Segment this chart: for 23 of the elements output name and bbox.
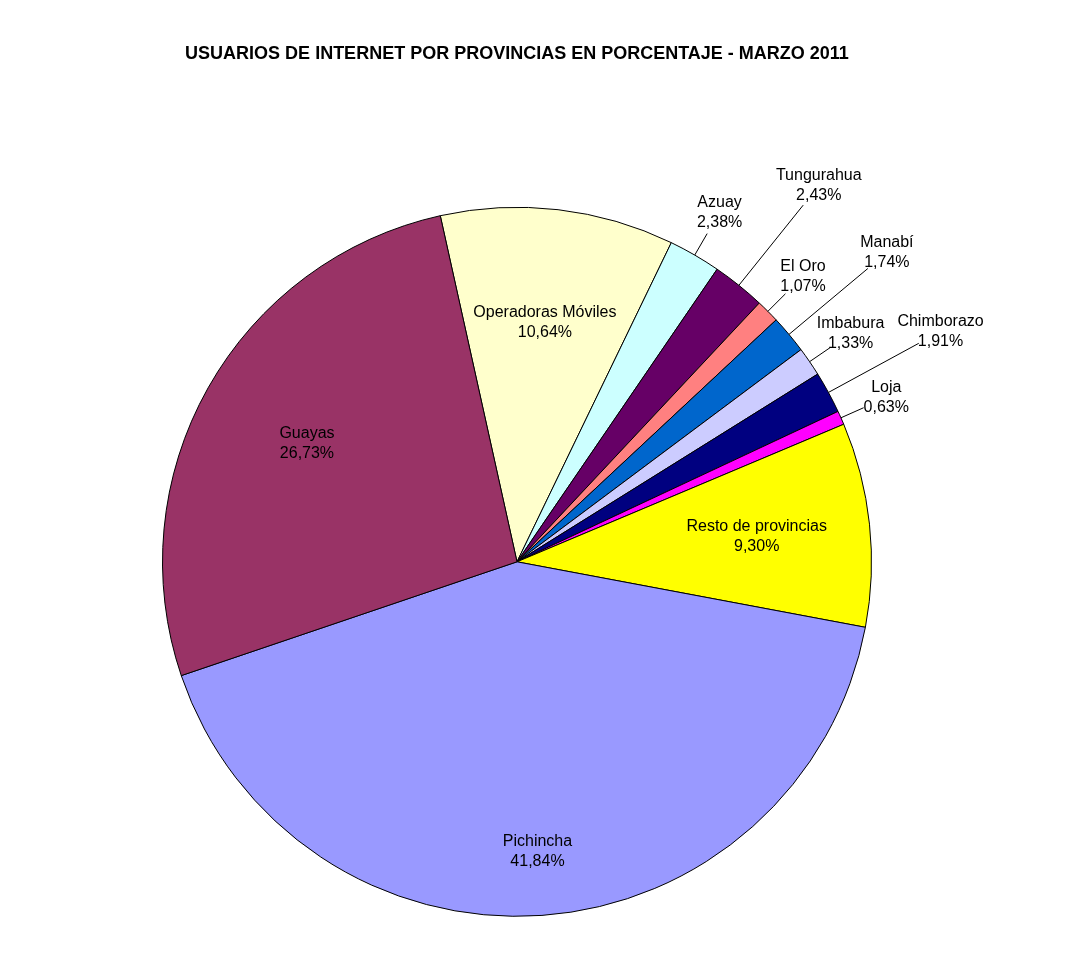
slice-label: El Oro — [780, 256, 826, 274]
slice-label: Resto de provincias — [686, 516, 827, 534]
slice-label: Loja — [871, 378, 902, 396]
slice-label: Imbabura — [816, 314, 885, 332]
chart-title: USUARIOS DE INTERNET POR PROVINCIAS EN PORCENTAJE - MARZO 2011 — [185, 42, 849, 63]
slice-label: Pichincha — [502, 832, 573, 850]
slice-label: Chimborazo — [897, 311, 984, 329]
slice-label: Manabí — [860, 232, 915, 250]
data-label: 2,43% — [796, 186, 842, 204]
data-label: 10,64% — [517, 322, 573, 340]
slice-label: Azuay — [697, 192, 742, 210]
data-label: 0,63% — [863, 398, 909, 416]
data-label: 26,73% — [279, 443, 335, 461]
slice-label: Tungurahua — [775, 166, 862, 184]
slice-label: Guayas — [279, 423, 335, 441]
data-label: 1,33% — [827, 334, 874, 352]
data-label: 9,30% — [734, 536, 780, 554]
data-label: 1,07% — [780, 276, 826, 294]
data-label: 1,91% — [917, 331, 964, 349]
slice-label: Operadoras Móviles — [473, 302, 617, 320]
data-label: 2,38% — [696, 212, 743, 230]
data-label: 1,74% — [864, 252, 910, 270]
data-label: 41,84% — [510, 852, 565, 870]
